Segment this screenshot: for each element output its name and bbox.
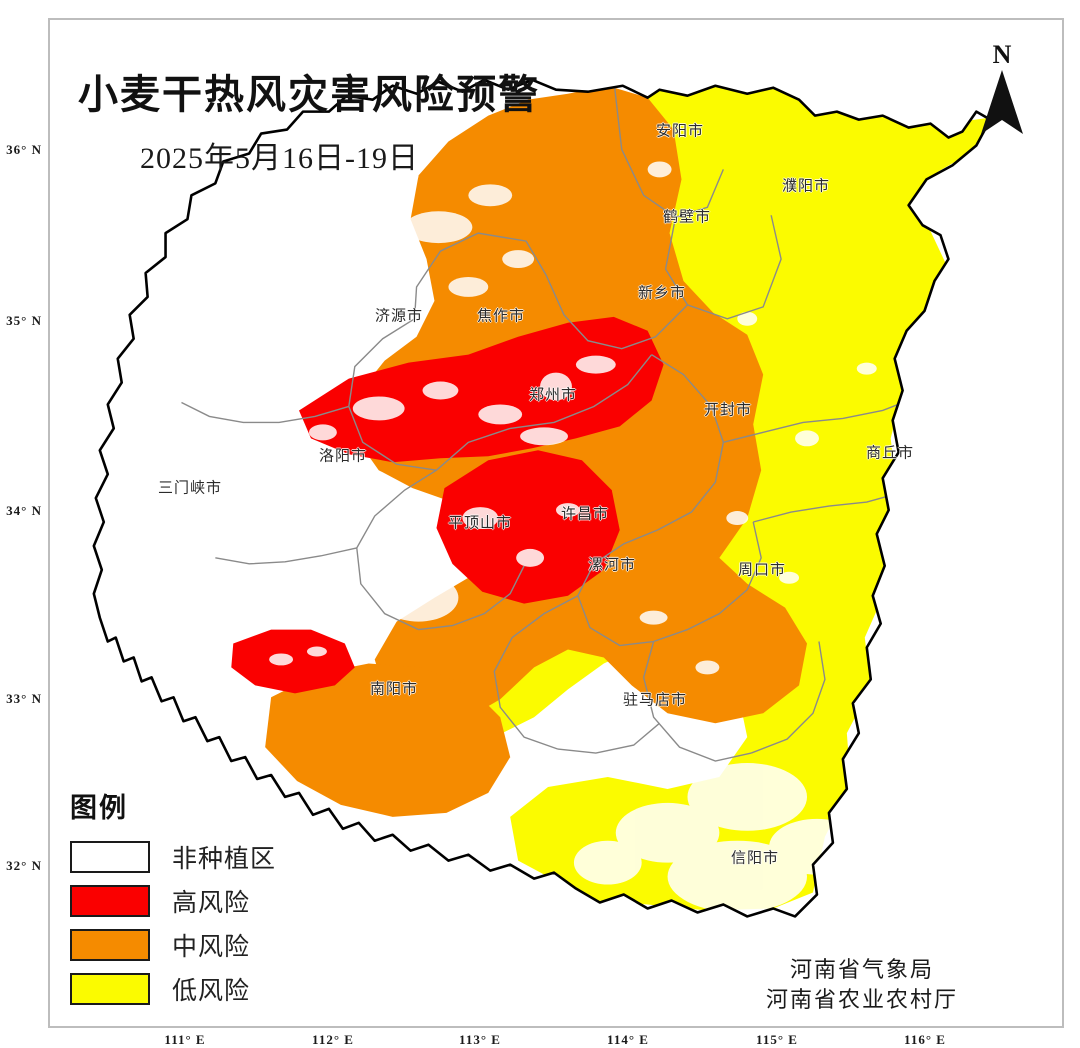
- legend: 图例 非种植区高风险中风险低风险: [70, 786, 276, 1013]
- city-label-3: 新乡市: [637, 284, 687, 302]
- axis-label-longitude: 115° E: [756, 1032, 798, 1047]
- prefecture-boundaries: [181, 79, 919, 762]
- legend-swatch: [70, 973, 150, 1005]
- city-label-16: 驻马店市: [622, 691, 688, 709]
- risk-zone-medium-southwest: [265, 663, 511, 817]
- legend-swatch: [70, 841, 150, 873]
- city-label-9: 洛阳市: [318, 447, 368, 465]
- axis-label-longitude: 111° E: [164, 1032, 206, 1047]
- axis-label-latitude: 36° N: [6, 142, 42, 157]
- city-label-2: 鹤壁市: [662, 208, 712, 226]
- axis-label-latitude: 33° N: [6, 691, 42, 706]
- city-label-13: 漯河市: [587, 556, 637, 574]
- axis-label-longitude: 112° E: [312, 1032, 354, 1047]
- attribution-line-1: 河南省气象局: [789, 957, 935, 982]
- city-label-0: 安阳市: [655, 122, 705, 140]
- legend-label: 非种植区: [172, 845, 277, 873]
- north-arrow-label: N: [992, 40, 1012, 69]
- map-canvas: [50, 20, 1062, 1026]
- legend-label: 中风险: [172, 933, 251, 961]
- page-title: 小麦干热风灾害风险预警: [78, 73, 540, 117]
- legend-swatch: [70, 885, 150, 917]
- axis-label-longitude: 114° E: [607, 1032, 649, 1047]
- city-label-5: 焦作市: [476, 307, 526, 325]
- cropland-texture-layer: [129, 161, 897, 913]
- axis-label-latitude: 32° N: [6, 858, 42, 873]
- legend-label: 低风险: [172, 977, 251, 1005]
- legend-row: 中风险: [70, 925, 276, 965]
- axis-label-longitude: 116° E: [904, 1032, 946, 1047]
- city-label-15: 南阳市: [369, 680, 419, 698]
- henan-risk-map-svg: [92, 78, 992, 918]
- north-arrow-icon: [981, 70, 1023, 134]
- city-label-6: 郑州市: [528, 386, 578, 404]
- city-label-17: 信阳市: [730, 849, 780, 867]
- legend-items: 非种植区高风险中风险低风险: [70, 837, 276, 1009]
- legend-title: 图例: [70, 793, 128, 823]
- city-label-11: 平顶山市: [447, 514, 513, 532]
- city-label-10: 三门峡市: [157, 479, 223, 497]
- city-label-4: 济源市: [374, 307, 424, 325]
- risk-zone-high-central: [436, 450, 620, 604]
- province-outline: [92, 78, 992, 918]
- attribution-line-2: 河南省农业农村厅: [765, 986, 959, 1012]
- legend-row: 低风险: [70, 969, 276, 1009]
- city-label-1: 濮阳市: [781, 177, 831, 195]
- page-subtitle: 2025年5月16日-19日: [140, 142, 419, 175]
- legend-swatch: [70, 929, 150, 961]
- legend-row: 非种植区: [70, 837, 276, 877]
- city-label-7: 开封市: [703, 401, 753, 419]
- legend-row: 高风险: [70, 881, 276, 921]
- axis-label-latitude: 35° N: [6, 313, 42, 328]
- city-label-14: 周口市: [737, 561, 787, 579]
- north-arrow: N: [975, 42, 1029, 140]
- city-label-12: 许昌市: [560, 505, 610, 523]
- axis-label-latitude: 34° N: [6, 503, 42, 518]
- city-label-8: 商丘市: [865, 444, 915, 462]
- map-frame: 安阳市濮阳市鹤壁市新乡市济源市 焦作市郑州市开封市商丘市 洛阳市三门峡市平顶山市 许昌…: [48, 18, 1064, 1028]
- risk-zone-high-north: [299, 316, 664, 463]
- axis-label-longitude: 113° E: [459, 1032, 501, 1047]
- legend-label: 高风险: [172, 889, 251, 917]
- attribution: 河南省气象局 河南省农业农村厅: [766, 955, 958, 1014]
- risk-zone-high-southwest: [231, 629, 355, 694]
